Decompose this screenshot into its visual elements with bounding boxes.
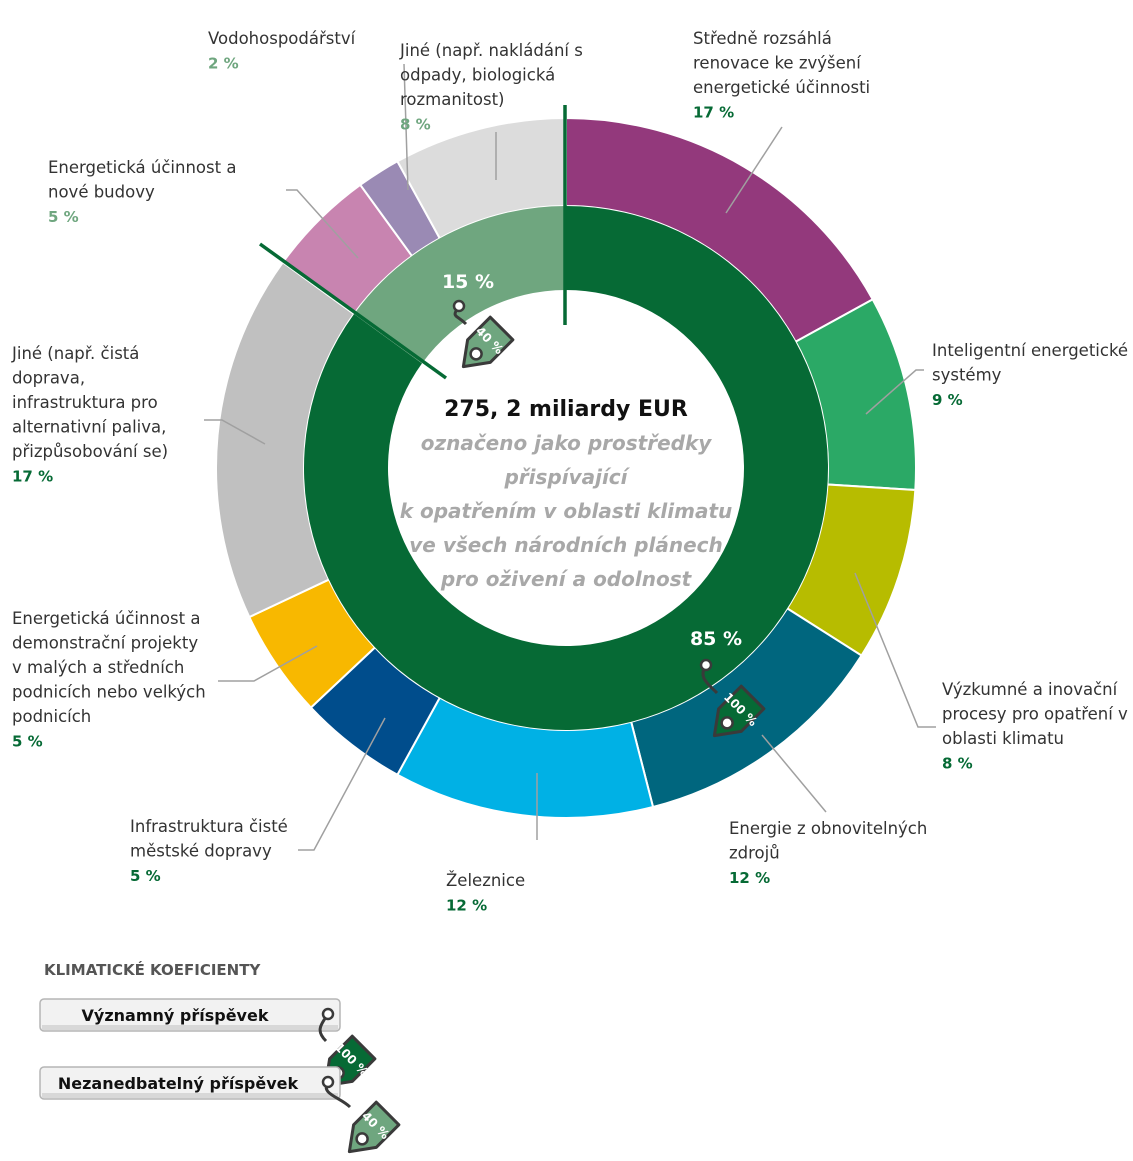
segment-label-energie-z-obnovitelnych: Energie z obnovitelných zdrojů <box>729 819 927 863</box>
segment-value-energeticka-ucinnost-a: 5 % <box>48 208 79 226</box>
leader-lines <box>204 63 936 851</box>
segment-label-vyzkumne-a-inovacni: Výzkumné a inovační procesy pro opatření … <box>942 680 1128 748</box>
inner-ring-labels: 85 % 100 % 15 % 40 % <box>442 271 766 738</box>
tag-hole <box>355 1132 369 1146</box>
leader-line-energie-z-obnovitelnych <box>761 734 827 813</box>
segment-label-energeticka-ucinnost-a: Energetická účinnost a demonstrační proje… <box>12 609 206 726</box>
inner-value-significant: 85 % <box>690 628 742 650</box>
inner-ring <box>304 206 828 731</box>
leader-line-energeticka-ucinnost-a <box>218 645 318 682</box>
leader-line-vodohospodarstvi <box>403 63 409 191</box>
segment-value-vodohospodarstvi: 2 % <box>208 55 239 73</box>
leader-line-vyzkumne-a-inovacni <box>854 572 936 728</box>
inner-tag-string-0-knot <box>699 658 713 672</box>
segment-label-inteligentni-energeticke: Inteligentní energetické systémy <box>932 341 1128 385</box>
group-divider-1 <box>258 242 448 380</box>
legend: KLIMATICKÉ KOEFICIENTY Významný příspěvek… <box>39 960 401 1154</box>
segment-labels: Středně rozsáhlá renovace ke zvýšení energ… <box>11 29 1128 915</box>
leader-line-stredne-rozsahla <box>725 126 783 214</box>
legend-box <box>39 1066 341 1100</box>
segment-label-zeleznice: Železnice <box>446 871 525 890</box>
center-subtitle-line: ve všech národních plánech <box>409 533 723 557</box>
segment-label-energeticka-ucinnost-a: Energetická účinnost a nové budovy <box>48 158 236 202</box>
inner-segment-significant <box>304 206 828 731</box>
center-text: 275, 2 miliardy EUR označeno jako prostře… <box>400 397 733 591</box>
outer-ring <box>215 116 917 819</box>
center-subtitle-line: označeno jako prostředky <box>421 431 713 455</box>
legend-tag-string-knot <box>321 1075 335 1089</box>
center-subtitle-line: pro oživení a odolnost <box>440 567 693 591</box>
segment-label-stredne-rozsahla: Středně rozsáhlá renovace ke zvýšení energ… <box>693 29 870 97</box>
segment-value-energeticka-ucinnost-a: 5 % <box>12 733 43 751</box>
segment-label-jine-napr-nakladani-s: Jiné (např. nakládání s odpady, biologick… <box>399 41 583 109</box>
inner-tag-non-negligible: 40 % <box>461 315 515 369</box>
segment-label-infrastruktura-ciste: Infrastruktura čisté městské dopravy <box>130 817 288 861</box>
legend-item-non-negligible: Nezanedbatelný příspěvek 40 % <box>39 1066 401 1154</box>
legend-tag-string-knot <box>321 1007 335 1021</box>
tag-hole <box>720 716 734 730</box>
legend-box <box>39 998 341 1032</box>
segment-label-jine-napr-cista: Jiné (např. čistá doprava, infrastruktura … <box>11 344 168 461</box>
inner-tag-string-1-knot <box>452 299 466 313</box>
segment-value-inteligentni-energeticke: 9 % <box>932 391 963 409</box>
center-subtitle-line: přispívající <box>503 465 630 489</box>
segment-value-infrastruktura-ciste: 5 % <box>130 867 161 885</box>
leader-line-inteligentni-energeticke <box>865 369 924 415</box>
leader-line-jine-napr-cista <box>204 419 266 445</box>
legend-title: KLIMATICKÉ KOEFICIENTY <box>44 960 261 979</box>
segment-value-jine-napr-nakladani-s: 8 % <box>400 116 431 134</box>
inner-segment-non-negligible <box>354 206 566 364</box>
legend-label: Významný příspěvek <box>82 1006 269 1025</box>
segment-value-energie-z-obnovitelnych: 12 % <box>729 869 770 887</box>
leader-line-energeticka-ucinnost-a <box>286 189 359 259</box>
inner-tag-significant: 100 % <box>712 684 766 738</box>
tag-hole <box>469 347 483 361</box>
center-subtitle-line: k opatřením v oblasti klimatu <box>400 499 733 523</box>
segment-value-vyzkumne-a-inovacni: 8 % <box>942 755 973 773</box>
legend-label: Nezanedbatelný příspěvek <box>58 1074 299 1093</box>
legend-box-shadow <box>42 1093 338 1098</box>
inner-value-non-negligible: 15 % <box>442 271 494 293</box>
segment-value-stredne-rozsahla: 17 % <box>693 104 734 122</box>
segment-value-zeleznice: 12 % <box>446 897 487 915</box>
legend-box-shadow <box>42 1025 338 1030</box>
center-title: 275, 2 miliardy EUR <box>444 397 688 422</box>
legend-tag: 40 % <box>347 1100 401 1154</box>
segment-value-jine-napr-cista: 17 % <box>12 468 53 486</box>
segment-label-vodohospodarstvi: Vodohospodářství <box>208 29 357 48</box>
leader-line-infrastruktura-ciste <box>298 717 386 851</box>
